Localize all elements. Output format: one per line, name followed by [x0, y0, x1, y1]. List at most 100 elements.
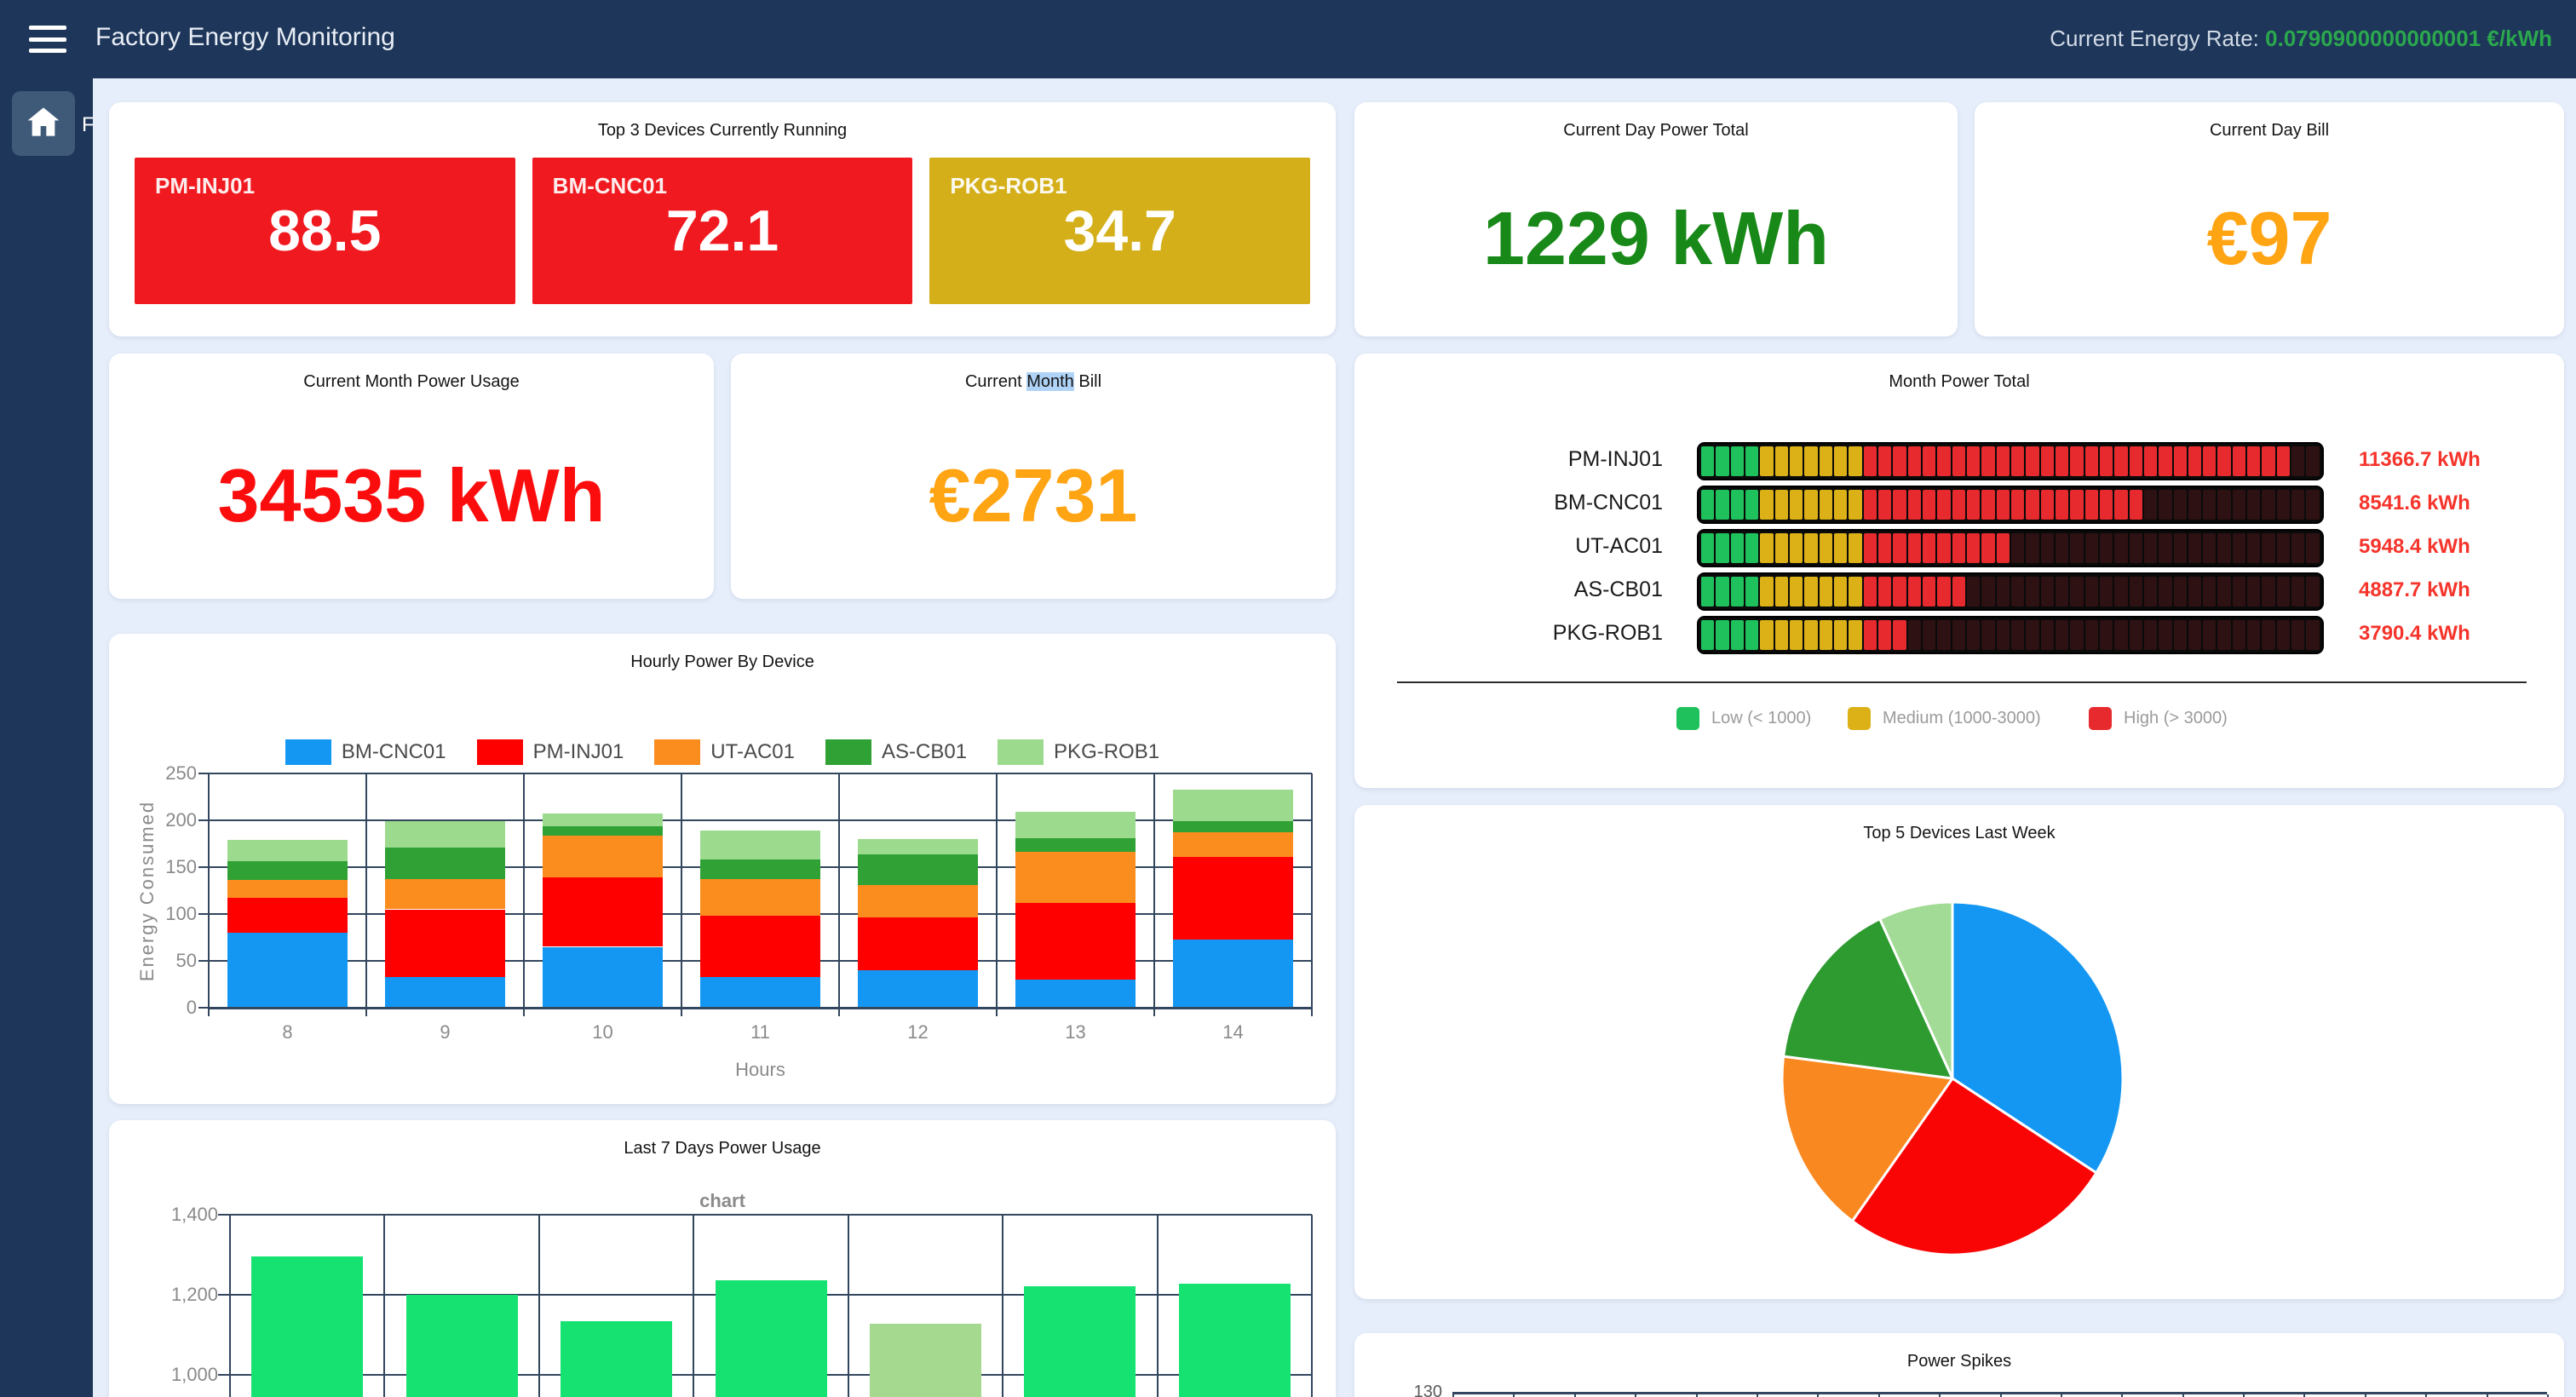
gridline-v — [229, 1215, 231, 1397]
led-segment — [1820, 533, 1832, 563]
led-segment — [1790, 620, 1803, 650]
stacked-bar-segment — [858, 854, 978, 885]
led-segment — [1745, 446, 1758, 476]
led-segment — [1893, 533, 1906, 563]
led-bar — [1697, 442, 2324, 480]
led-segment — [2085, 620, 2098, 650]
led-segment — [1893, 446, 1906, 476]
led-segment — [2262, 620, 2274, 650]
y-tick-mark — [218, 1294, 230, 1296]
x-tick-label: 12 — [839, 1021, 997, 1043]
led-segment — [2277, 577, 2290, 607]
led-segment — [1820, 577, 1832, 607]
led-segment — [2233, 446, 2245, 476]
day-bill-value: €97 — [2207, 195, 2332, 282]
led-segment — [1981, 620, 1994, 650]
stacked-bar-segment — [1015, 903, 1136, 980]
stacked-bar-segment — [227, 840, 348, 861]
led-segment — [2026, 620, 2038, 650]
led-segment — [2041, 620, 2054, 650]
led-segment — [1878, 577, 1891, 607]
device-row-label: AS-CB01 — [1484, 572, 1663, 607]
stacked-bar-segment — [385, 848, 505, 879]
led-segment — [1864, 533, 1877, 563]
led-segment — [2070, 620, 2083, 650]
led-segment — [2070, 490, 2083, 520]
device-row-label: PM-INJ01 — [1484, 442, 1663, 477]
gridline-v — [208, 773, 210, 1008]
led-segment — [1849, 620, 1861, 650]
device-tile: BM-CNC0172.1 — [532, 158, 913, 304]
stacked-bar-segment — [700, 977, 820, 1008]
legend-label: BM-CNC01 — [342, 740, 446, 764]
led-segment — [1952, 446, 1965, 476]
device-tile: PKG-ROB134.7 — [929, 158, 1310, 304]
led-segment — [1923, 490, 1935, 520]
led-segment — [2247, 577, 2260, 607]
led-segment — [2306, 533, 2319, 563]
led-segment — [1981, 490, 1994, 520]
led-segment — [1834, 446, 1847, 476]
hamburger-menu-icon[interactable] — [29, 26, 66, 53]
led-segment — [2174, 577, 2187, 607]
led-segment — [1834, 490, 1847, 520]
led-segment — [1834, 577, 1847, 607]
led-segment — [2262, 446, 2274, 476]
led-segment — [2070, 577, 2083, 607]
led-segment — [2262, 577, 2274, 607]
top3-tiles: PM-INJ0188.5BM-CNC0172.1PKG-ROB134.7 — [135, 158, 1310, 304]
led-segment — [1864, 620, 1877, 650]
card-day-bill: Current Day Bill €97 — [1975, 102, 2564, 336]
device-tile: PM-INJ0188.5 — [135, 158, 515, 304]
led-segment — [1760, 577, 1773, 607]
sidebar: F — [0, 78, 93, 1397]
chart-legend: BM-CNC01PM-INJ01UT-AC01AS-CB01PKG-ROB1 — [109, 739, 1336, 765]
led-segment — [2233, 577, 2245, 607]
led-segment — [2100, 620, 2113, 650]
led-segment — [2041, 490, 2054, 520]
led-segment — [1937, 446, 1950, 476]
led-segment — [2291, 446, 2304, 476]
stacked-bar-segment — [1015, 852, 1136, 902]
led-segment — [1937, 533, 1950, 563]
gridline-v — [1153, 773, 1155, 1008]
led-segment — [1952, 620, 1965, 650]
led-segment — [1760, 490, 1773, 520]
led-segment — [2291, 577, 2304, 607]
led-segment — [1967, 533, 1980, 563]
card-top3-devices: Top 3 Devices Currently Running PM-INJ01… — [109, 102, 1336, 336]
gridline-v — [693, 1215, 694, 1397]
card-title: Power Spikes — [1354, 1352, 2564, 1371]
title-post: Bill — [1074, 372, 1101, 391]
led-segment — [2188, 620, 2201, 650]
y-tick-label: 0 — [130, 997, 197, 1019]
x-axis-title: Hours — [209, 1059, 1312, 1081]
led-segment — [2026, 490, 2038, 520]
led-segment — [2306, 577, 2319, 607]
led-segment — [2291, 490, 2304, 520]
legend-item: High (> 3000) — [2089, 707, 2228, 730]
gridline-h — [209, 773, 1312, 774]
led-segment — [2306, 490, 2319, 520]
led-segment — [1731, 446, 1744, 476]
bar — [406, 1295, 518, 1397]
led-segment — [2011, 620, 2024, 650]
app-title: Factory Energy Monitoring — [95, 23, 395, 52]
led-segment — [1997, 577, 2010, 607]
led-segment — [2159, 490, 2171, 520]
led-segment — [1997, 620, 2010, 650]
device-tile-value: 34.7 — [929, 198, 1310, 264]
card-hourly-power: Hourly Power By Device BM-CNC01PM-INJ01U… — [109, 634, 1336, 1104]
stacked-bar-segment — [385, 977, 505, 1008]
led-segment — [2174, 620, 2187, 650]
sidebar-item-home[interactable] — [12, 91, 75, 156]
legend-divider — [1397, 681, 2527, 683]
led-segment — [1804, 446, 1817, 476]
led-segment — [2144, 577, 2157, 607]
led-segment — [1701, 620, 1714, 650]
led-segment — [2247, 620, 2260, 650]
led-segment — [2070, 533, 2083, 563]
led-bar — [1697, 486, 2324, 524]
led-segment — [2100, 446, 2113, 476]
led-segment — [1760, 533, 1773, 563]
